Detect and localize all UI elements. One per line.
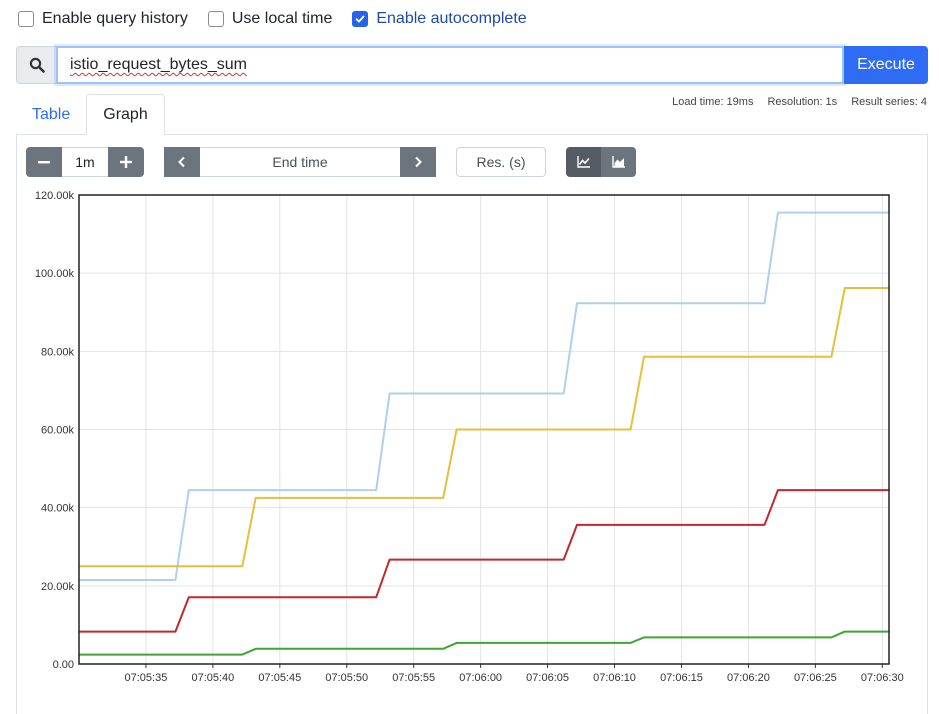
local-time-option[interactable]: Use local time [207, 10, 333, 28]
y-tick-label: 120.00k [35, 190, 75, 202]
query-history-checkbox[interactable] [18, 11, 34, 27]
x-tick-label: 07:05:35 [125, 672, 168, 684]
chart-grid [79, 194, 889, 665]
series-line-2 [79, 287, 889, 568]
y-tick-label: 0.00 [53, 659, 74, 671]
resolution-input[interactable]: Res. (s) [456, 147, 546, 177]
series-line-4 [79, 630, 889, 656]
autocomplete-option[interactable]: Enable autocomplete [352, 10, 527, 28]
x-tick-label: 07:06:20 [727, 672, 770, 684]
y-tick-label: 20.00k [41, 581, 75, 593]
x-tick-label: 07:06:15 [660, 672, 703, 684]
range-input[interactable]: 1m [62, 147, 108, 177]
next-time-button[interactable] [400, 147, 436, 177]
local-time-label[interactable]: Use local time [231, 10, 333, 27]
x-tick-label: 07:06:05 [526, 672, 569, 684]
x-tick-label: 07:05:40 [191, 672, 234, 684]
plot-frame [78, 194, 890, 665]
series-line-1 [79, 211, 889, 581]
x-tick-label: 07:06:25 [794, 672, 837, 684]
series-line-3 [79, 489, 889, 633]
check-icon [355, 15, 365, 23]
end-time-input[interactable]: End time [200, 147, 400, 177]
tab-divider [16, 134, 928, 135]
y-tick-label: 60.00k [41, 425, 75, 437]
end-time-control: End time [164, 147, 436, 177]
graph-controls: 1m End time Res. (s) [26, 147, 636, 177]
view-tabs: Table Graph [16, 94, 165, 135]
chart-axes: 0.00 20.00k 40.00k 60.00k 80.00k 100.00k 120.0… [35, 190, 904, 684]
x-tick-label: 07:06:30 [861, 672, 904, 684]
tab-table[interactable]: Table [32, 105, 71, 123]
query-options: Enable query history Use local time Enab… [18, 8, 547, 30]
query-stats: Load time: 19ms Resolution: 1s Result se… [672, 96, 927, 108]
line-chart-icon [576, 156, 590, 168]
x-tick-label: 07:05:55 [392, 672, 435, 684]
query-history-label[interactable]: Enable query history [42, 10, 188, 27]
chevron-right-icon [415, 156, 422, 168]
search-icon [16, 46, 56, 84]
x-tick-label: 07:06:00 [459, 672, 502, 684]
query-expression-text: istio_request_bytes_sum [70, 56, 247, 73]
autocomplete-label[interactable]: Enable autocomplete [376, 10, 527, 27]
area-chart-icon [611, 156, 625, 168]
x-tick-label: 07:06:10 [593, 672, 636, 684]
x-tick-label: 07:05:50 [325, 672, 368, 684]
local-time-checkbox[interactable] [207, 11, 224, 27]
plus-icon [120, 156, 132, 168]
graph-panel [16, 134, 928, 714]
y-tick-label: 40.00k [41, 503, 75, 515]
autocomplete-checkbox[interactable] [352, 11, 369, 27]
load-time: Load time: 19ms [672, 96, 754, 108]
increase-range-button[interactable] [108, 147, 144, 177]
y-tick-label: 80.00k [41, 346, 75, 358]
previous-time-button[interactable] [164, 147, 200, 177]
range-control: 1m [26, 147, 144, 177]
chevron-left-icon [178, 156, 185, 168]
chart-mode-toggle [566, 147, 636, 177]
chart-series [79, 211, 889, 656]
result-series: Result series: 4 [851, 96, 927, 108]
stacked-chart-button[interactable] [601, 147, 636, 177]
decrease-range-button[interactable] [26, 147, 62, 177]
minus-icon [38, 161, 50, 164]
query-history-option[interactable]: Enable query history [18, 10, 188, 28]
query-expression-input[interactable]: istio_request_bytes_sum [56, 46, 844, 84]
resolution: Resolution: 1s [767, 96, 838, 108]
x-tick-label: 07:05:45 [258, 672, 301, 684]
line-chart-button[interactable] [566, 147, 601, 177]
execute-button[interactable]: Execute [844, 46, 928, 84]
query-bar: istio_request_bytes_sum Execute [16, 46, 928, 84]
y-tick-label: 100.00k [35, 268, 75, 280]
time-series-chart: 0.00 20.00k 40.00k 60.00k 80.00k 100.00k 120.0… [35, 190, 904, 684]
tab-graph[interactable]: Graph [86, 94, 165, 135]
